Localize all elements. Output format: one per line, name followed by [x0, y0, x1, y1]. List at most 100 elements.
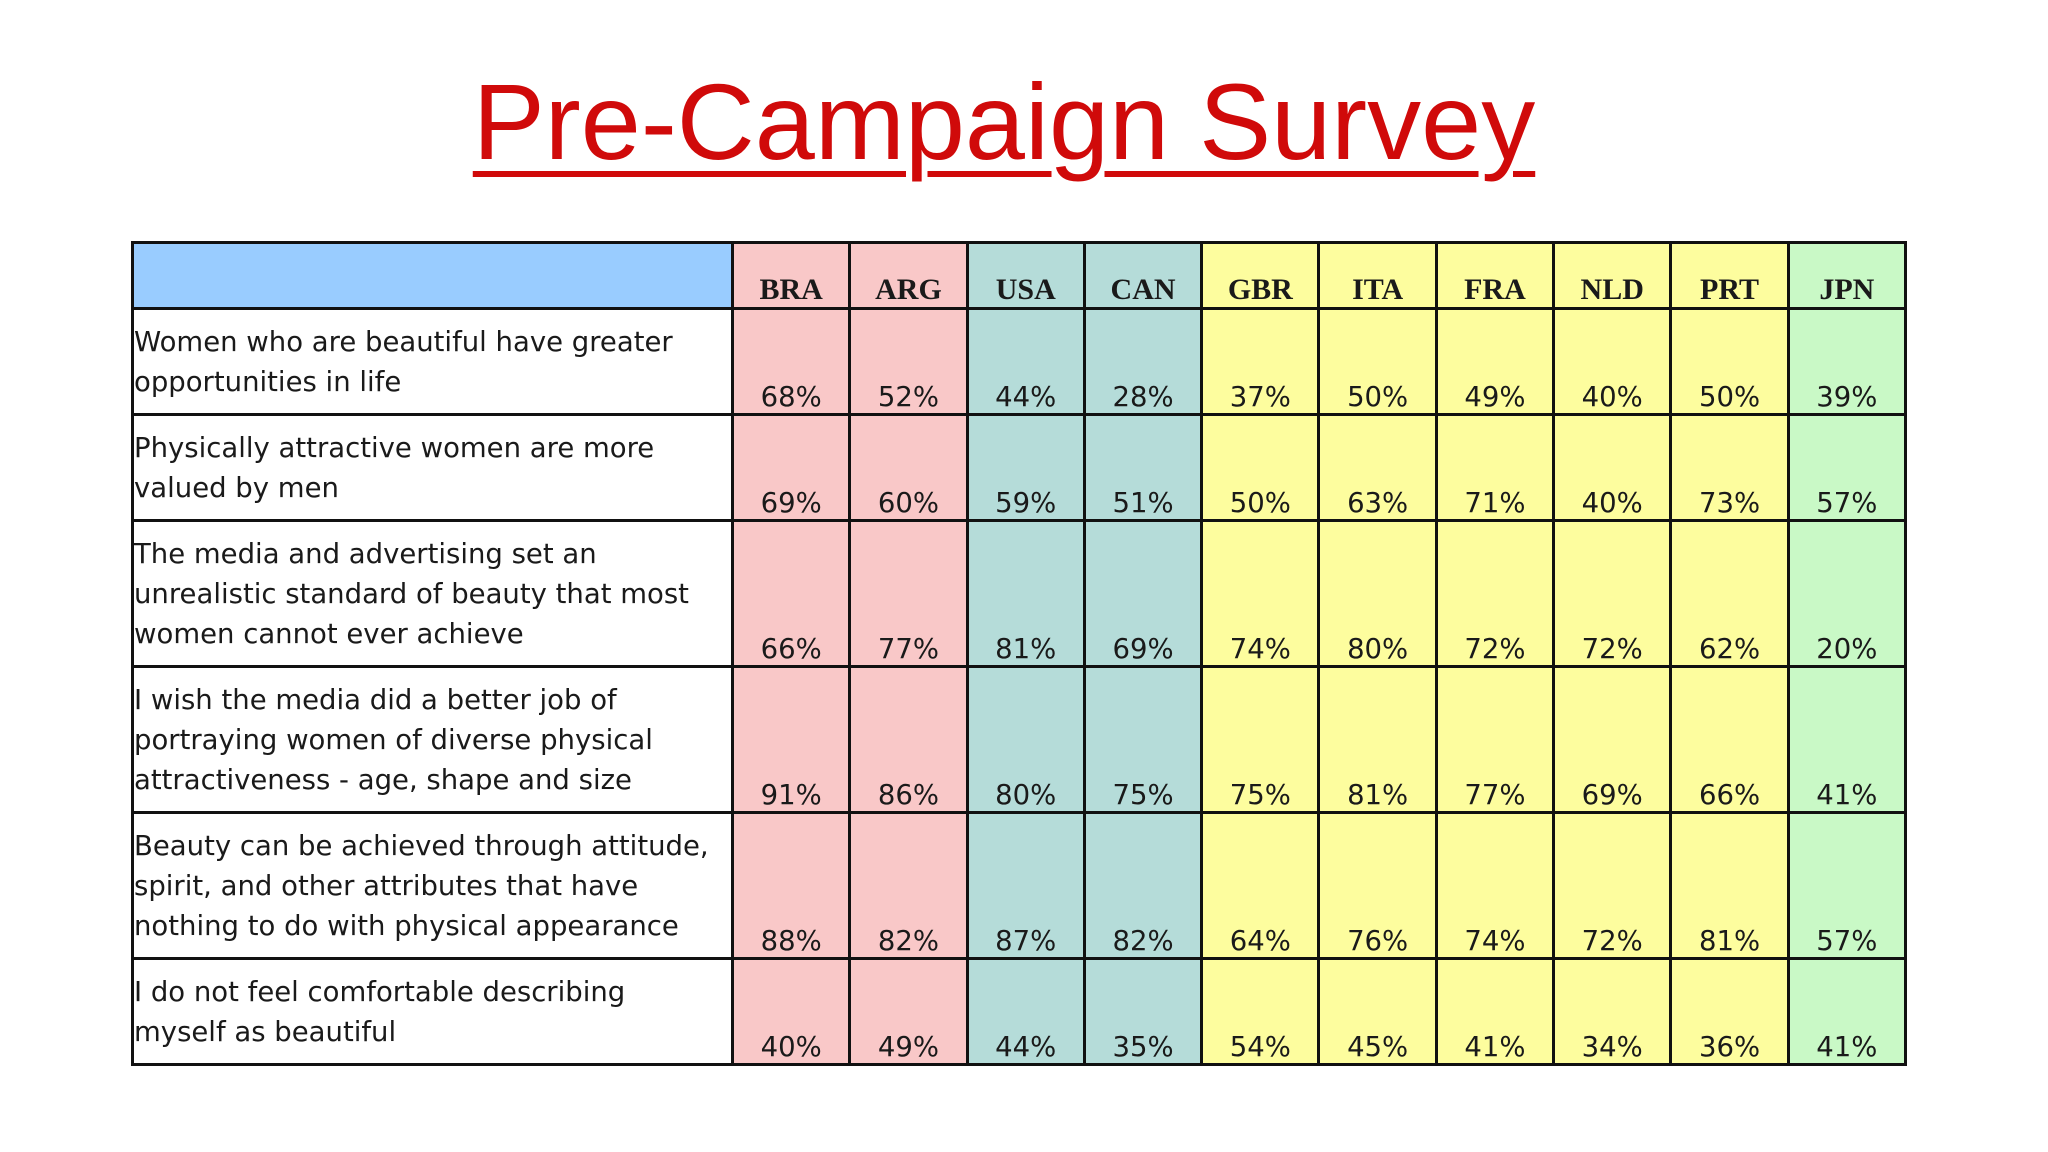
row-label-line: The media and advertising set an	[134, 537, 597, 570]
column-header-arg: ARG	[848, 241, 969, 310]
row-label-line: I wish the media did a better job of	[134, 683, 617, 716]
value-cell-arg: 82%	[848, 811, 969, 960]
table-row: The media and advertising set an unrealis…	[131, 519, 1907, 668]
value-cell-fra: 49%	[1434, 307, 1556, 416]
row-label: Women who are beautiful have greater oppo…	[131, 307, 734, 416]
value-cell-nld: 69%	[1552, 665, 1673, 814]
value-cell-arg: 49%	[848, 957, 969, 1066]
value-cell-prt: 73%	[1669, 413, 1790, 522]
value-cell-fra: 77%	[1434, 665, 1556, 814]
table-row: I wish the media did a better job of port…	[131, 665, 1907, 814]
row-label-line: opportunities in life	[134, 365, 402, 398]
value-cell-prt: 36%	[1669, 957, 1790, 1066]
value-cell-can: 69%	[1082, 519, 1204, 668]
value-cell-usa: 59%	[965, 413, 1086, 522]
column-header-bra: BRA	[730, 241, 852, 310]
value-cell-fra: 72%	[1434, 519, 1556, 668]
value-cell-gbr: 75%	[1200, 665, 1321, 814]
row-label-line: attractiveness - age, shape and size	[134, 763, 632, 796]
value-cell-ita: 76%	[1317, 811, 1438, 960]
table-row: I do not feel comfortable describing myse…	[131, 957, 1907, 1066]
row-label: Physically attractive women are more valu…	[131, 413, 734, 522]
value-cell-prt: 66%	[1669, 665, 1790, 814]
value-cell-ita: 81%	[1317, 665, 1438, 814]
row-label-line: myself as beautiful	[134, 1015, 397, 1048]
header-corner-cell	[131, 241, 734, 310]
value-cell-fra: 71%	[1434, 413, 1556, 522]
value-cell-usa: 81%	[965, 519, 1086, 668]
value-cell-gbr: 74%	[1200, 519, 1321, 668]
row-label-line: unrealistic standard of beauty that most	[134, 577, 689, 610]
row-label: The media and advertising set an unrealis…	[131, 519, 734, 668]
row-label-line: I do not feel comfortable describing	[134, 975, 626, 1008]
value-cell-ita: 50%	[1317, 307, 1438, 416]
value-cell-can: 35%	[1082, 957, 1204, 1066]
value-cell-gbr: 64%	[1200, 811, 1321, 960]
column-header-can: CAN	[1082, 241, 1204, 310]
value-cell-arg: 77%	[848, 519, 969, 668]
column-header-nld: NLD	[1552, 241, 1673, 310]
column-header-usa: USA	[965, 241, 1086, 310]
value-cell-prt: 50%	[1669, 307, 1790, 416]
value-cell-jpn: 20%	[1786, 519, 1907, 668]
value-cell-ita: 45%	[1317, 957, 1438, 1066]
value-cell-ita: 80%	[1317, 519, 1438, 668]
row-label-line: portraying women of diverse physical	[134, 723, 653, 756]
value-cell-nld: 72%	[1552, 519, 1673, 668]
value-cell-bra: 66%	[730, 519, 852, 668]
value-cell-jpn: 41%	[1786, 665, 1907, 814]
row-label: Beauty can be achieved through attitude,…	[131, 811, 734, 960]
page-title: Pre-Campaign Survey	[472, 61, 1536, 182]
row-label-line: Physically attractive women are more	[134, 431, 655, 464]
value-cell-bra: 40%	[730, 957, 852, 1066]
value-cell-bra: 69%	[730, 413, 852, 522]
value-cell-usa: 87%	[965, 811, 1086, 960]
row-label: I wish the media did a better job of port…	[131, 665, 734, 814]
value-cell-arg: 52%	[848, 307, 969, 416]
value-cell-bra: 68%	[730, 307, 852, 416]
value-cell-nld: 34%	[1552, 957, 1673, 1066]
value-cell-jpn: 41%	[1786, 957, 1907, 1066]
value-cell-can: 82%	[1082, 811, 1204, 960]
column-header-prt: PRT	[1669, 241, 1790, 310]
value-cell-gbr: 50%	[1200, 413, 1321, 522]
value-cell-nld: 40%	[1552, 307, 1673, 416]
value-cell-nld: 72%	[1552, 811, 1673, 960]
value-cell-can: 28%	[1082, 307, 1204, 416]
column-header-fra: FRA	[1434, 241, 1556, 310]
row-label-line: valued by men	[134, 471, 339, 504]
row-label-line: Women who are beautiful have greater	[134, 325, 673, 358]
table-header-row: BRA ARG USA CAN GBR ITA FRA NLD PRT JPN	[131, 241, 1907, 310]
value-cell-jpn: 39%	[1786, 307, 1907, 416]
row-label-line: women cannot ever achieve	[134, 617, 524, 650]
value-cell-jpn: 57%	[1786, 413, 1907, 522]
value-cell-fra: 41%	[1434, 957, 1556, 1066]
value-cell-prt: 62%	[1669, 519, 1790, 668]
value-cell-fra: 74%	[1434, 811, 1556, 960]
value-cell-bra: 88%	[730, 811, 852, 960]
table-row: Beauty can be achieved through attitude,…	[131, 811, 1907, 960]
column-header-ita: ITA	[1317, 241, 1438, 310]
value-cell-prt: 81%	[1669, 811, 1790, 960]
value-cell-jpn: 57%	[1786, 811, 1907, 960]
row-label: I do not feel comfortable describing myse…	[131, 957, 734, 1066]
column-header-gbr: GBR	[1200, 241, 1321, 310]
value-cell-arg: 86%	[848, 665, 969, 814]
value-cell-usa: 44%	[965, 307, 1086, 416]
value-cell-bra: 91%	[730, 665, 852, 814]
value-cell-arg: 60%	[848, 413, 969, 522]
value-cell-gbr: 54%	[1200, 957, 1321, 1066]
value-cell-can: 51%	[1082, 413, 1204, 522]
row-label-line: Beauty can be achieved through attitude,	[134, 829, 709, 862]
row-label-line: nothing to do with physical appearance	[134, 909, 679, 942]
survey-table: BRA ARG USA CAN GBR ITA FRA NLD PRT JPN Women who…	[131, 241, 1907, 1066]
value-cell-ita: 63%	[1317, 413, 1438, 522]
value-cell-usa: 80%	[965, 665, 1086, 814]
column-header-jpn: JPN	[1786, 241, 1907, 310]
value-cell-usa: 44%	[965, 957, 1086, 1066]
value-cell-gbr: 37%	[1200, 307, 1321, 416]
row-label-line: spirit, and other attributes that have	[134, 869, 639, 902]
table-row: Women who are beautiful have greater oppo…	[131, 307, 1907, 416]
table-row: Physically attractive women are more valu…	[131, 413, 1907, 522]
value-cell-can: 75%	[1082, 665, 1204, 814]
